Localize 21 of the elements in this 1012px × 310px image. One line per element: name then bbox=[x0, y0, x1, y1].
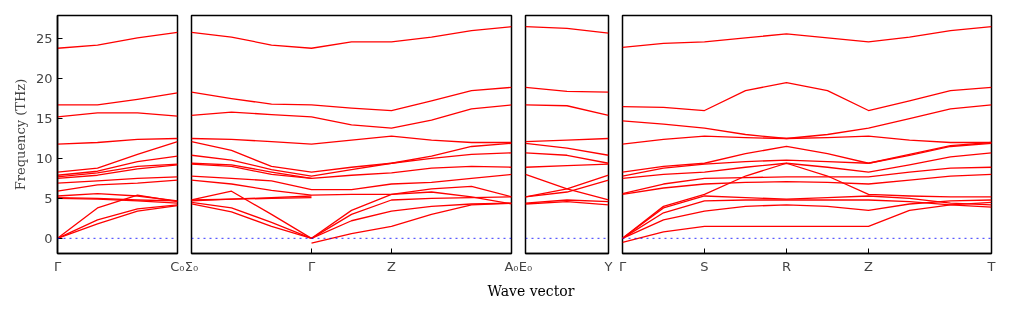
x-tick-label: Γ bbox=[307, 258, 316, 274]
y-tick-label: 10 bbox=[35, 150, 53, 166]
x-tick-label: A₀ bbox=[504, 258, 519, 274]
y-tick-label: 0 bbox=[44, 230, 53, 246]
x-tick-label: Γ bbox=[53, 258, 62, 274]
x-tick-label: R bbox=[781, 258, 792, 274]
y-axis-title: Frequency (THz) bbox=[12, 78, 28, 191]
x-tick-label: Y bbox=[603, 258, 613, 274]
x-tick-label: Σ₀ bbox=[184, 258, 199, 274]
x-tick-label: S bbox=[700, 258, 709, 274]
x-tick-label: E₀ bbox=[518, 258, 533, 274]
x-tick-label: Z bbox=[864, 258, 874, 274]
y-tick-label: 20 bbox=[35, 71, 53, 87]
y-tick-label: 25 bbox=[35, 31, 53, 47]
x-tick-label: C₀ bbox=[170, 258, 185, 274]
x-tick-label: Z bbox=[387, 258, 397, 274]
y-tick-label: 15 bbox=[35, 111, 53, 127]
x-axis-title: Wave vector bbox=[487, 282, 575, 301]
x-tick-label: T bbox=[986, 258, 996, 274]
y-tick-label: 5 bbox=[44, 190, 53, 206]
x-tick-label: Γ bbox=[618, 258, 627, 274]
